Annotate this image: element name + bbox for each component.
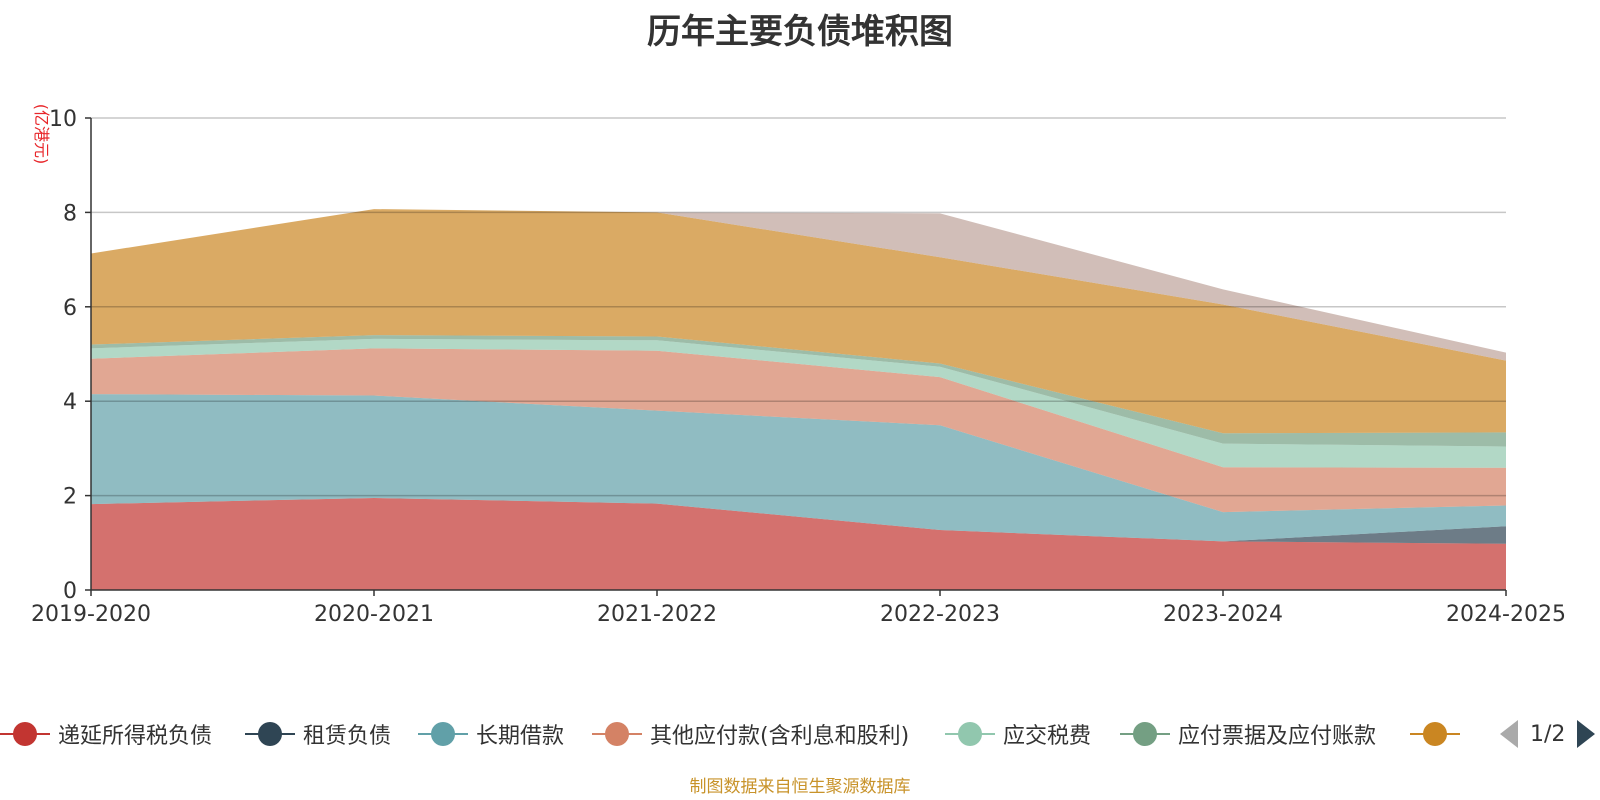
legend-item[interactable]: 租赁负债 [245, 716, 391, 752]
x-tick-label: 2021-2022 [597, 602, 717, 627]
legend-marker-icon [418, 716, 468, 752]
legend-item[interactable]: 其他应付款(含利息和股利) [592, 716, 909, 752]
legend-marker-icon [0, 716, 50, 752]
legend-marker-icon [592, 716, 642, 752]
y-tick-label: 4 [63, 390, 77, 415]
legend-label: 递延所得税负债 [58, 724, 213, 749]
x-tick-label: 2023-2024 [1163, 602, 1283, 627]
legend-item[interactable] [1410, 716, 1460, 752]
x-tick-label: 2020-2021 [314, 602, 434, 627]
legend-next-page-icon[interactable] [1577, 720, 1596, 748]
legend-item[interactable]: 长期借款 [418, 716, 564, 752]
legend-label: 长期借款 [476, 724, 565, 749]
series-area-2 [91, 394, 1506, 542]
legend-label: 租赁负债 [303, 724, 392, 749]
series-area-3 [91, 348, 1506, 513]
legend-prev-page-icon[interactable] [1500, 720, 1518, 748]
y-axis-unit-label: (亿港元) [32, 104, 51, 165]
x-tick-label: 2022-2023 [880, 602, 1000, 627]
legend-item[interactable]: 应付票据及应付账款 [1120, 716, 1376, 752]
legend-marker-icon [945, 716, 995, 752]
legend-page-indicator: 1/2 [1530, 721, 1566, 747]
series-area-0 [91, 497, 1506, 590]
stacked-area-chart: 0 2 4 6 8 10 2019-2020 2020-2021 2021-2022 2022-2… [31, 104, 1566, 627]
series-area-1 [91, 497, 1506, 544]
y-tick-label: 10 [49, 107, 77, 132]
legend: 递延所得税负债 租赁负债 长期借款 其他应付款(含利息和股利) 应交税费 应付票据及应付账… [0, 716, 1600, 752]
legend-pager: 1/2 [1500, 716, 1596, 752]
chart-title: 历年主要负债堆积图 [647, 12, 953, 52]
legend-marker-icon [1410, 716, 1460, 752]
y-tick-label: 6 [63, 296, 77, 321]
x-tick-label: 2019-2020 [31, 602, 151, 627]
legend-label: 应交税费 [1003, 724, 1092, 749]
series-areas [91, 209, 1506, 590]
grid [91, 117, 1506, 497]
legend-marker-icon [1120, 716, 1170, 752]
y-tick-label: 2 [63, 485, 77, 510]
data-source-note: 制图数据来自恒生聚源数据库 [689, 777, 911, 797]
legend-label: 其他应付款(含利息和股利) [650, 724, 910, 749]
legend-label: 应付票据及应付账款 [1178, 724, 1377, 749]
x-tick-label: 2024-2025 [1446, 602, 1566, 627]
y-tick-label: 8 [63, 201, 77, 226]
series-area-4 [91, 338, 1506, 468]
y-tick-label: 0 [63, 579, 77, 604]
legend-marker-icon [245, 716, 295, 752]
series-area-6 [91, 209, 1506, 434]
legend-item[interactable]: 递延所得税负债 [0, 716, 212, 752]
legend-item[interactable]: 应交税费 [945, 716, 1091, 752]
series-area-5 [91, 335, 1506, 447]
